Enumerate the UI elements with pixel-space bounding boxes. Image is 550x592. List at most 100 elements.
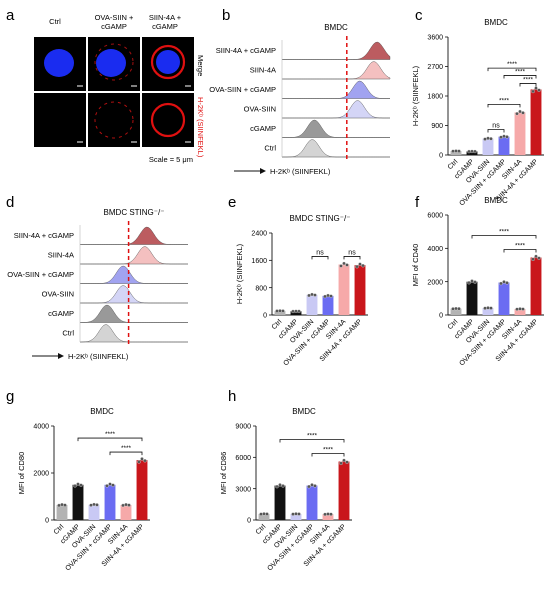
replicate-point <box>137 460 141 464</box>
replicate-point <box>483 137 487 141</box>
bar-siin-4a-cgamp <box>136 460 148 520</box>
category-label-ctrl: Ctrl <box>255 523 268 536</box>
bar-siin-4a-cgamp <box>530 257 542 315</box>
histogram-chart-d: BMDC STING⁻/⁻ SIIN-4A + cGAMP SIIN-4A OVA-S… <box>7 208 188 361</box>
replicate-point <box>307 484 311 489</box>
x-axis-arrowhead <box>58 353 64 359</box>
bar-siin-4a-cgamp <box>338 461 350 520</box>
significance-bracket <box>471 235 537 239</box>
significance-label: **** <box>121 445 132 452</box>
significance-label: **** <box>105 431 116 438</box>
y-tick-label: 4000 <box>427 246 443 253</box>
replicate-point <box>531 257 535 261</box>
significance-label: **** <box>507 61 518 68</box>
y-axis-label: MFI of CD80 <box>17 452 26 495</box>
histogram-row-label-ctrl: Ctrl <box>62 328 74 337</box>
histogram-row-label-ova-siin: OVA-SIIN <box>42 289 74 298</box>
replicate-point <box>534 254 538 259</box>
bar-ctrl <box>450 308 462 315</box>
bar-ctrl <box>274 310 286 315</box>
histogram-row-label-siin-4a: SIIN-4A <box>250 65 276 74</box>
bar-chart-c: BMDC 0 900 1800 2700 3600 H-2Kᵇ (SIINFEKL) Ctrl… <box>411 18 544 207</box>
nucleus-ova <box>96 49 126 77</box>
replicate-point <box>505 281 509 285</box>
replicate-point <box>521 111 525 115</box>
replicate-point <box>489 137 493 141</box>
histogram-peak-cgamp <box>282 119 390 138</box>
significance-label: ns <box>348 249 356 256</box>
histogram-row-label-ova-siin-cgamp: OVA-SIIN + cGAMP <box>209 85 276 94</box>
y-tick-label: 800 <box>255 285 267 292</box>
replicate-point <box>339 461 343 466</box>
micrograph-col-siin: SIIN-4A + cGAMP <box>149 13 182 31</box>
replicate-point <box>454 306 458 311</box>
replicate-point <box>79 483 83 487</box>
histogram-peak-ova-siin-cgamp <box>80 265 188 284</box>
replicate-point <box>451 307 455 311</box>
panel-letter-c: c <box>415 7 423 24</box>
replicate-point <box>326 293 330 298</box>
replicate-point <box>278 483 282 487</box>
replicate-point <box>259 512 263 516</box>
histogram-peak-siin-4a <box>80 246 188 265</box>
panel-letter-g: g <box>6 388 14 405</box>
y-tick-label: 2000 <box>33 471 49 478</box>
histogram-row-label-ova-siin: OVA-SIIN <box>244 104 276 113</box>
nucleus-ctrl <box>44 49 74 77</box>
replicate-point <box>326 512 330 516</box>
micrograph-cell-2-3 <box>142 93 194 147</box>
x-axis-label: H-2Kᵇ (SIINFEKL) <box>68 352 129 361</box>
y-axis-label: H-2Kᵇ (SIINFEKL) <box>411 65 420 126</box>
bar-ctrl <box>258 513 270 520</box>
histogram-row-label-cgamp: cGAMP <box>250 124 276 133</box>
replicate-point <box>297 309 301 314</box>
replicate-point <box>355 264 359 269</box>
membrane-siin-merge <box>150 44 186 80</box>
significance-label: **** <box>323 447 334 454</box>
micrograph-cell-2-1 <box>34 93 86 147</box>
replicate-point <box>124 502 128 507</box>
replicate-point <box>73 484 77 488</box>
y-tick-label: 0 <box>45 518 49 525</box>
significance-bracket <box>503 75 537 79</box>
replicate-point <box>291 309 295 314</box>
bar-cgamp <box>466 281 478 315</box>
micrograph-panel: Ctrl OVA-SIIN + cGAMP SIIN-4A + cGAMP Merg… <box>34 13 205 164</box>
replicate-point <box>275 309 279 313</box>
significance-label: **** <box>307 433 318 440</box>
bar-siin-4a <box>338 264 350 315</box>
replicate-point <box>297 512 301 516</box>
y-tick-label: 1800 <box>427 94 443 101</box>
y-tick-label: 6000 <box>235 455 251 462</box>
replicate-point <box>329 512 333 516</box>
significance-label: **** <box>515 243 526 250</box>
replicate-point <box>358 262 362 266</box>
histogram-peak-ova-siin <box>282 100 390 119</box>
chart-title: BMDC STING⁻/⁻ <box>290 214 351 223</box>
replicate-point <box>454 149 458 153</box>
bar-ova-siin-cgamp <box>104 484 116 520</box>
replicate-point <box>278 309 282 313</box>
replicate-point <box>515 111 519 116</box>
y-tick-label: 2400 <box>251 231 267 238</box>
bar-ova-siin <box>306 294 318 315</box>
y-tick-label: 2000 <box>427 279 443 286</box>
histogram-peak-siin-4a-cgamp <box>282 41 391 60</box>
bar-ctrl <box>56 504 68 520</box>
significance-bracket <box>519 83 537 87</box>
replicate-point <box>531 89 535 94</box>
chart-title: BMDC <box>324 23 348 32</box>
replicate-point <box>291 512 295 516</box>
y-tick-label: 1600 <box>251 258 267 265</box>
replicate-point <box>345 460 349 464</box>
replicate-point <box>57 503 61 508</box>
x-axis-label: H-2Kᵇ (SIINFEKL) <box>270 167 331 176</box>
micrograph-row-label-marker: H-2Kᵇ (SIINFEKL) <box>196 97 205 158</box>
replicate-point <box>502 134 506 139</box>
replicate-point <box>108 482 112 486</box>
panel-letter-e: e <box>228 194 236 211</box>
bar-ova-siin <box>290 513 302 520</box>
panel-letter-a: a <box>6 7 15 24</box>
